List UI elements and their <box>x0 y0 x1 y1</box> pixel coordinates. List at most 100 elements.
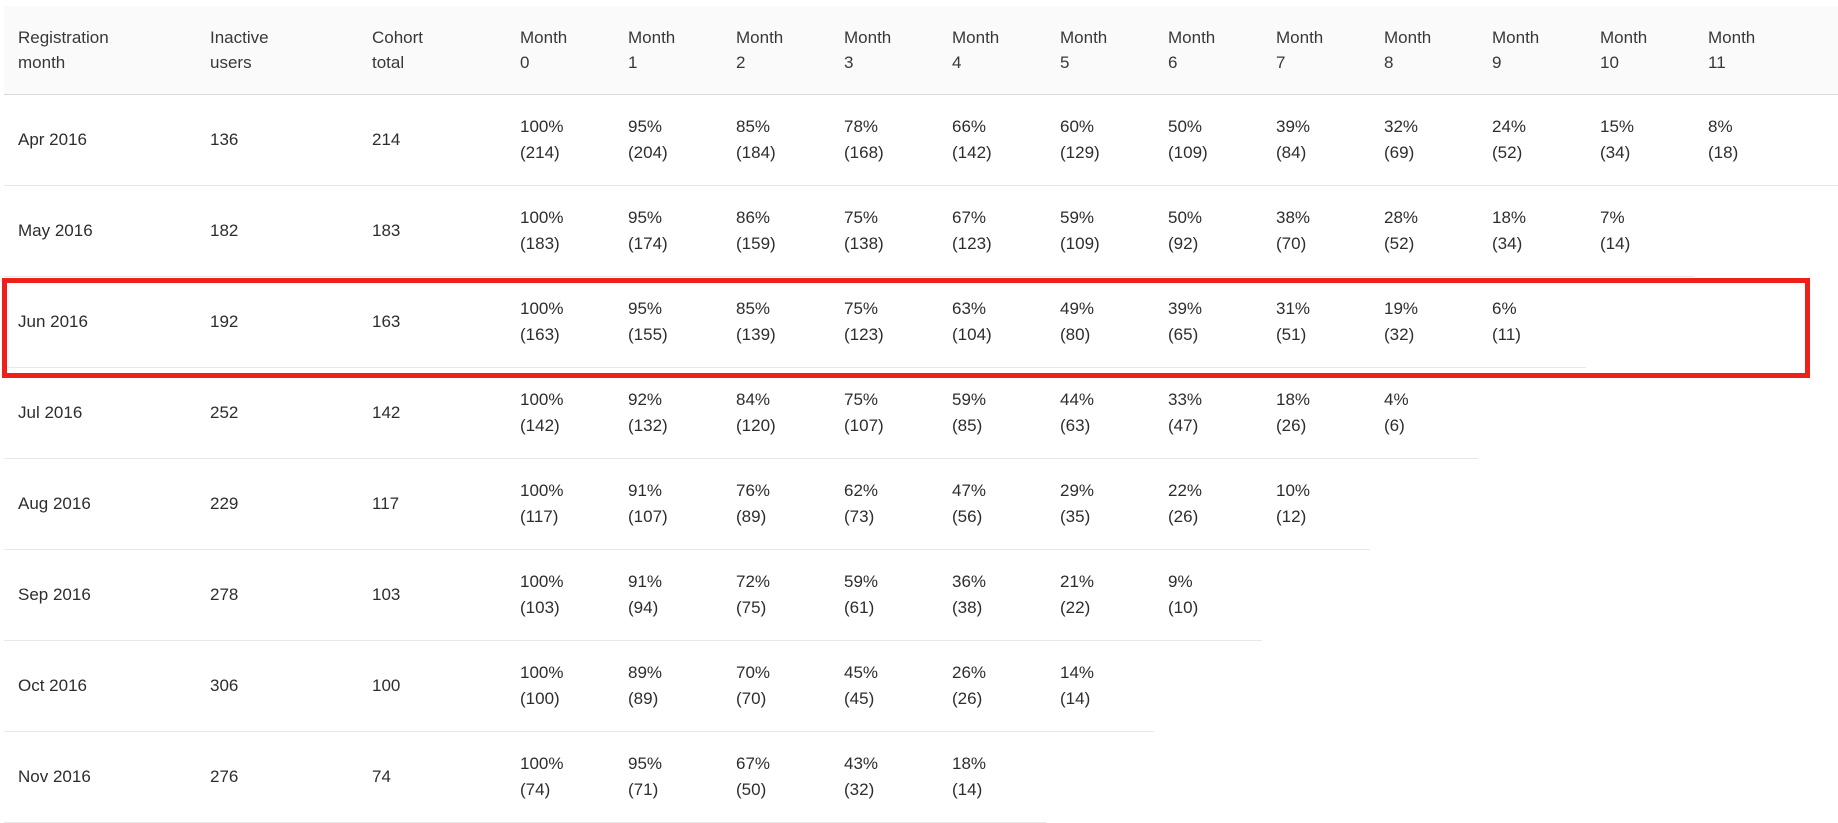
retention-count: (45) <box>844 689 875 708</box>
month-cell: 100% (163) <box>506 276 614 368</box>
month-cell: 60% (129) <box>1046 94 1154 186</box>
retention-percent: 28% <box>1384 208 1419 227</box>
retention-percent: 33% <box>1168 390 1203 409</box>
retention-count: (14) <box>1060 689 1091 708</box>
month-cell: 6% (11) <box>1478 276 1586 368</box>
table-row-may-2016: May 2016 182 183 100% (183) 95% (174) 86% (159) 7… <box>4 185 1838 277</box>
retention-percent: 59% <box>952 390 987 409</box>
retention-count: (74) <box>520 780 551 799</box>
month-cell: 95% (204) <box>614 94 722 186</box>
retention-count: (117) <box>520 507 559 526</box>
column-header-registration-month: Registration month <box>4 6 196 95</box>
retention-percent: 95% <box>628 117 663 136</box>
retention-percent: 84% <box>736 390 771 409</box>
retention-count: (85) <box>952 416 983 435</box>
retention-percent: 78% <box>844 117 879 136</box>
retention-count: (32) <box>1384 325 1415 344</box>
retention-percent: 31% <box>1276 299 1311 318</box>
retention-percent: 45% <box>844 663 879 682</box>
column-header-label: Month 5 <box>1060 28 1108 72</box>
retention-count: (50) <box>736 780 767 799</box>
month-cell: 36% (38) <box>938 549 1046 641</box>
retention-count: (89) <box>628 689 659 708</box>
retention-percent: 60% <box>1060 117 1095 136</box>
month-cell: 78% (168) <box>830 94 938 186</box>
retention-percent: 100% <box>520 299 564 318</box>
retention-count: (94) <box>628 598 659 617</box>
retention-percent: 89% <box>628 663 663 682</box>
retention-count: (11) <box>1492 325 1521 344</box>
retention-percent: 4% <box>1384 390 1409 409</box>
month-cell: 15% (34) <box>1586 94 1694 186</box>
cohort-total-cell: 100 <box>358 640 506 732</box>
retention-percent: 92% <box>628 390 663 409</box>
retention-percent: 75% <box>844 208 879 227</box>
column-header-label: Month 6 <box>1168 28 1216 72</box>
retention-count: (123) <box>844 325 884 344</box>
cohort-total-cell: 142 <box>358 367 506 459</box>
column-header-label: Month 0 <box>520 28 568 72</box>
month-cell: 63% (104) <box>938 276 1046 368</box>
retention-percent: 32% <box>1384 117 1419 136</box>
column-header-label: Month 11 <box>1708 28 1756 72</box>
retention-count: (73) <box>844 507 875 526</box>
retention-count: (52) <box>1384 234 1415 253</box>
column-header-month-2: Month 2 <box>722 6 830 95</box>
retention-count: (63) <box>1060 416 1091 435</box>
cohort-total-cell: 163 <box>358 276 506 368</box>
retention-percent: 44% <box>1060 390 1095 409</box>
retention-percent: 75% <box>844 390 879 409</box>
table-row-jul-2016: Jul 2016 252 142 100% (142) 92% (132) 84% (120) 7… <box>4 367 1838 459</box>
retention-count: (47) <box>1168 416 1199 435</box>
month-cell: 67% (50) <box>722 731 830 823</box>
retention-percent: 21% <box>1060 572 1095 591</box>
retention-percent: 85% <box>736 299 771 318</box>
retention-percent: 95% <box>628 754 663 773</box>
retention-percent: 100% <box>520 390 564 409</box>
cohort-table: Registration month Inactive users Cohort t… <box>4 6 1838 823</box>
retention-count: (107) <box>844 416 884 435</box>
month-cell: 24% (52) <box>1478 94 1586 186</box>
month-cell: 70% (70) <box>722 640 830 732</box>
month-cell: 29% (35) <box>1046 458 1154 550</box>
month-cell: 66% (142) <box>938 94 1046 186</box>
retention-percent: 66% <box>952 117 987 136</box>
registration-month-cell: Aug 2016 <box>4 458 196 550</box>
retention-count: (92) <box>1168 234 1199 253</box>
retention-percent: 39% <box>1168 299 1203 318</box>
month-cell: 49% (80) <box>1046 276 1154 368</box>
column-header-month-8: Month 8 <box>1370 6 1478 95</box>
column-header-month-11: Month 11 <box>1694 6 1838 95</box>
retention-percent: 100% <box>520 663 564 682</box>
month-cell: 84% (120) <box>722 367 830 459</box>
retention-count: (26) <box>1168 507 1199 526</box>
month-cell: 59% (61) <box>830 549 938 641</box>
retention-percent: 18% <box>1276 390 1311 409</box>
retention-count: (61) <box>844 598 875 617</box>
retention-count: (142) <box>520 416 560 435</box>
retention-count: (163) <box>520 325 560 344</box>
retention-count: (56) <box>952 507 983 526</box>
table-row-sep-2016: Sep 2016 278 103 100% (103) 91% (94) 72% (75) 59%… <box>4 549 1838 641</box>
month-cell: 45% (45) <box>830 640 938 732</box>
retention-count: (107) <box>628 507 668 526</box>
month-cell: 28% (52) <box>1370 185 1478 277</box>
column-header-label: Cohort total <box>372 28 424 72</box>
month-cell: 10% (12) <box>1262 458 1370 550</box>
table-row-apr-2016: Apr 2016 136 214 100% (214) 95% (204) 85% (184) 7… <box>4 94 1838 186</box>
retention-percent: 63% <box>952 299 987 318</box>
retention-percent: 62% <box>844 481 879 500</box>
retention-percent: 91% <box>628 572 663 591</box>
inactive-users-cell: 252 <box>196 367 358 459</box>
retention-percent: 59% <box>844 572 879 591</box>
month-cell: 100% (214) <box>506 94 614 186</box>
month-cell: 26% (26) <box>938 640 1046 732</box>
column-header-label: Month 7 <box>1276 28 1324 72</box>
month-cell: 91% (94) <box>614 549 722 641</box>
retention-count: (34) <box>1600 143 1631 162</box>
retention-count: (80) <box>1060 325 1091 344</box>
cohort-table-body: Apr 2016 136 214 100% (214) 95% (204) 85% (184) 7… <box>4 94 1838 823</box>
month-cell: 59% (109) <box>1046 185 1154 277</box>
retention-count: (138) <box>844 234 884 253</box>
month-cell: 92% (132) <box>614 367 722 459</box>
